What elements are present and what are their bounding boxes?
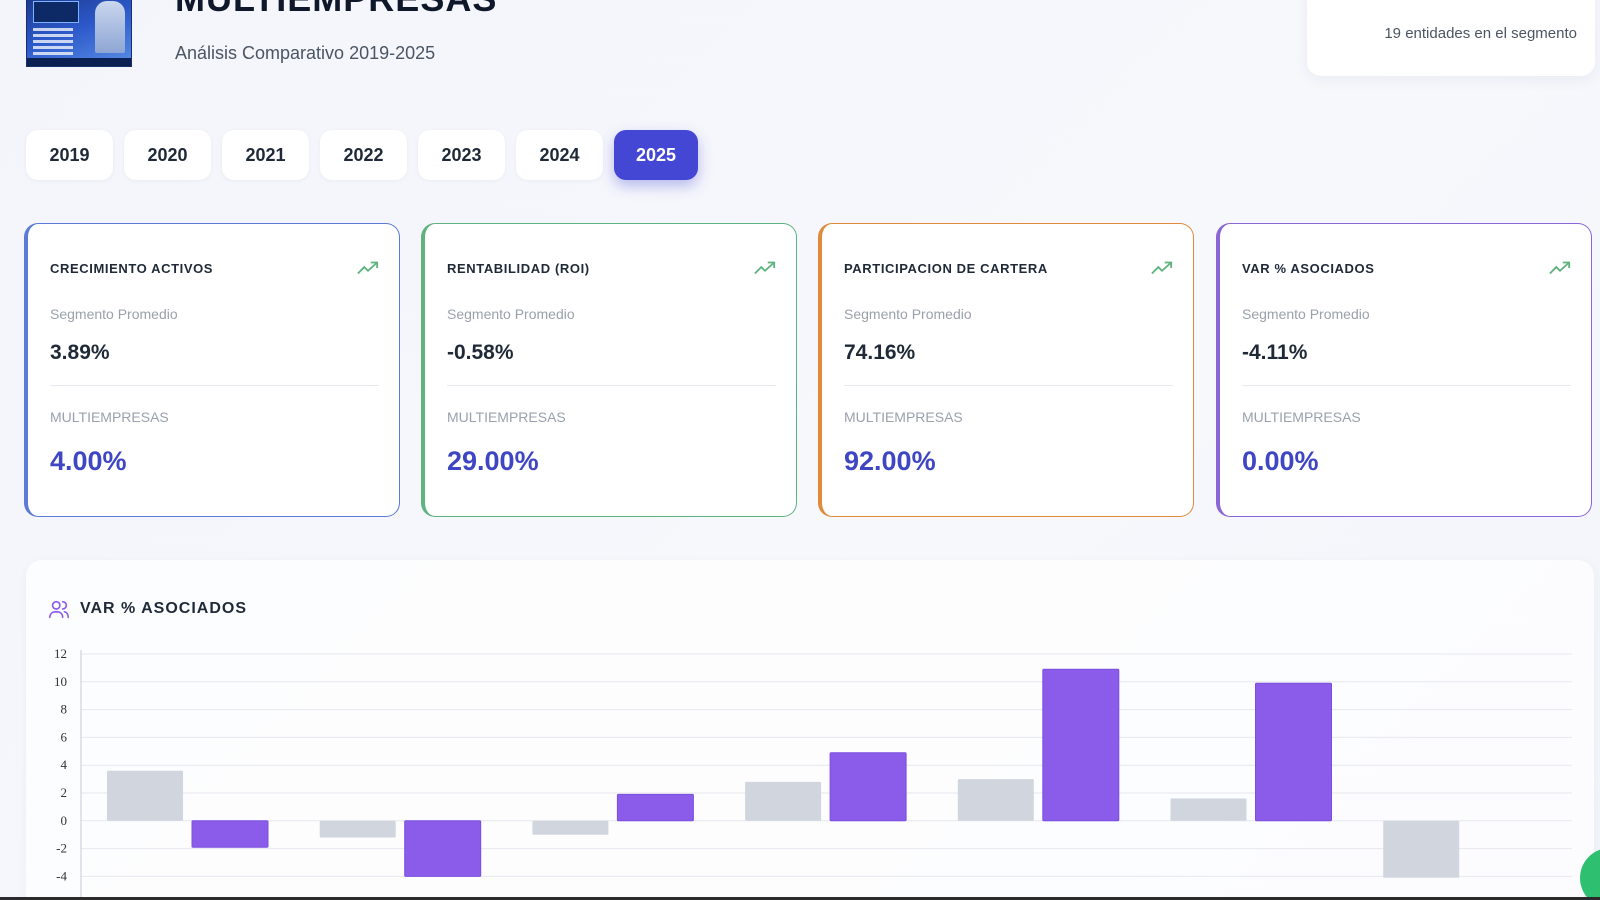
entity-bar-2024[interactable] (1255, 682, 1332, 822)
segment-average-label: Segmento Promedio (1242, 306, 1370, 322)
segment-average-label: Segmento Promedio (844, 306, 972, 322)
divider (447, 385, 776, 386)
entity-label: MULTIEMPRESAS (447, 409, 566, 425)
segment-bar-2024[interactable] (1170, 798, 1247, 821)
metric-title: PARTICIPACION DE CARTERA (844, 261, 1048, 276)
segment-bar-2025[interactable] (1383, 820, 1460, 878)
divider (844, 385, 1173, 386)
page-title: MULTIEMPRESAS (175, 0, 497, 20)
logo-list-graphic (33, 25, 83, 58)
entity-bar-2023[interactable] (1042, 668, 1120, 822)
segment-bar-2019[interactable] (107, 770, 183, 821)
page-subtitle: Análisis Comparativo 2019-2025 (175, 43, 436, 63)
y-tick-label: -2 (56, 841, 67, 856)
metric-title: VAR % ASOCIADOS (1242, 261, 1375, 276)
entity-bar-2019[interactable] (191, 820, 269, 848)
segment-average-label: Segmento Promedio (447, 306, 575, 322)
segment-info-card: 19 entidades en el segmento (1307, 0, 1595, 76)
y-tick-label: 10 (54, 674, 67, 689)
entity-bar-2021[interactable] (616, 793, 694, 822)
users-icon (49, 600, 69, 619)
entity-value: 0.00% (1242, 446, 1319, 476)
y-tick-label: 2 (61, 785, 68, 800)
chart-panel: VAR % ASOCIADOS 12 10 8 6 4 2 0 -2 -4 (26, 560, 1594, 900)
chart-title: VAR % ASOCIADOS (80, 600, 248, 617)
segment-bar-2020[interactable] (319, 820, 396, 838)
y-tick-label: -4 (56, 868, 67, 883)
entity-label: MULTIEMPRESAS (844, 409, 963, 425)
segment-average-value: 74.16% (844, 341, 916, 364)
segment-count-text: 19 entidades en el segmento (1384, 25, 1577, 42)
y-tick-label: 4 (61, 757, 68, 772)
window-bottom-bar (0, 897, 1600, 900)
entity-bar-2022[interactable] (829, 752, 907, 822)
y-tick-label: 12 (54, 646, 67, 661)
segment-bar-2023[interactable] (957, 779, 1034, 821)
y-tick-label: 6 (61, 729, 68, 744)
trending-up-icon (1151, 261, 1173, 275)
metric-card-participacion-cartera: PARTICIPACION DE CARTERA Segmento Promed… (818, 223, 1194, 517)
trending-up-icon (357, 261, 379, 275)
segment-average-value: 3.89% (50, 341, 110, 364)
entity-value: 4.00% (50, 446, 127, 476)
entity-bar-2020[interactable] (404, 820, 482, 877)
logo-footer-graphic (27, 58, 131, 66)
metric-title: RENTABILIDAD (ROI) (447, 261, 590, 276)
y-tick-label: 8 (61, 702, 68, 717)
divider (50, 385, 379, 386)
entity-value: 29.00% (447, 446, 539, 476)
metric-title: CRECIMIENTO ACTIVOS (50, 261, 214, 276)
y-tick-label: 0 (61, 813, 68, 828)
tab-year-2022[interactable]: 2022 (320, 130, 407, 180)
tab-year-2020[interactable]: 2020 (124, 130, 211, 180)
segment-average-value: -4.11% (1242, 341, 1308, 364)
tab-year-2025[interactable]: 2025 (614, 130, 698, 180)
trending-up-icon (1549, 261, 1571, 275)
segment-bar-2022[interactable] (745, 781, 822, 821)
entity-label: MULTIEMPRESAS (1242, 409, 1361, 425)
company-logo (26, 0, 132, 67)
floating-action-button[interactable] (1580, 848, 1600, 900)
trending-up-icon (754, 261, 776, 275)
entity-value: 92.00% (844, 446, 936, 476)
tab-year-2021[interactable]: 2021 (222, 130, 309, 180)
metric-card-crecimiento-activos: CRECIMIENTO ACTIVOS Segmento Promedio 3.… (24, 223, 400, 517)
tab-year-2023[interactable]: 2023 (418, 130, 505, 180)
segment-average-label: Segmento Promedio (50, 306, 178, 322)
segment-average-value: -0.58% (447, 341, 514, 364)
entity-label: MULTIEMPRESAS (50, 409, 169, 425)
segment-bar-2021[interactable] (532, 820, 609, 835)
metric-card-rentabilidad-roi: RENTABILIDAD (ROI) Segmento Promedio -0.… (421, 223, 797, 517)
chart-header: VAR % ASOCIADOS (48, 598, 247, 620)
bar-chart: 12 10 8 6 4 2 0 -2 -4 (54, 646, 1572, 900)
tab-year-2019[interactable]: 2019 (26, 130, 113, 180)
logo-screen-graphic (33, 1, 79, 23)
year-tabs: 2019 2020 2021 2022 2023 2024 2025 (26, 130, 698, 180)
tab-year-2024[interactable]: 2024 (516, 130, 603, 180)
logo-person-graphic (95, 1, 125, 53)
metric-card-var-asociados: VAR % ASOCIADOS Segmento Promedio -4.11%… (1216, 223, 1592, 517)
divider (1242, 385, 1571, 386)
